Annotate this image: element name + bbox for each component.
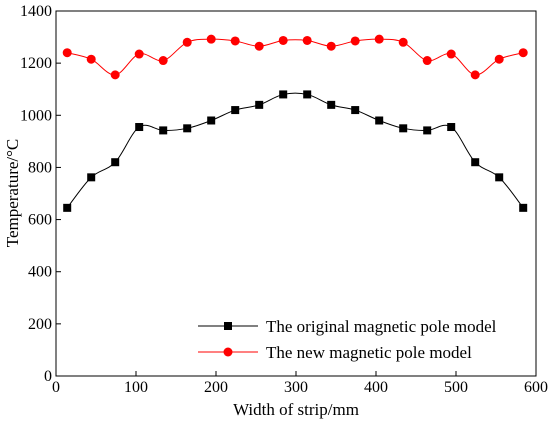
data-point-square xyxy=(471,158,480,167)
data-point-square xyxy=(327,100,336,109)
y-tick-label: 600 xyxy=(28,212,52,229)
data-point-circle xyxy=(470,70,480,80)
data-point-square xyxy=(159,126,168,135)
data-point-circle xyxy=(158,56,168,66)
data-point-square xyxy=(399,124,408,133)
data-point-circle xyxy=(206,34,216,44)
y-tick-label: 1000 xyxy=(20,107,52,124)
data-point-square xyxy=(135,123,144,132)
data-point-square xyxy=(207,116,216,125)
y-tick-label: 800 xyxy=(28,159,52,176)
axis-tick-labels: 0 100 200 300 400 500 600 0 200 400 600 800 1000 1200… xyxy=(20,3,548,396)
y-tick-label: 400 xyxy=(28,264,52,281)
data-point-circle xyxy=(422,56,432,66)
data-point-circle xyxy=(62,48,72,58)
data-point-circle xyxy=(398,37,408,47)
y-tick-label: 200 xyxy=(28,316,52,333)
x-tick-label: 100 xyxy=(124,379,148,396)
legend-label-new: The new magnetic pole model xyxy=(266,343,472,362)
data-point-circle xyxy=(518,48,528,58)
series-1 xyxy=(62,34,528,80)
y-tick-label: 1400 xyxy=(20,3,52,20)
legend: The original magnetic pole model The new… xyxy=(198,317,497,362)
data-point-square xyxy=(111,158,120,167)
data-point-square xyxy=(447,123,456,132)
x-tick-label: 300 xyxy=(284,379,308,396)
data-point-square xyxy=(351,106,360,115)
data-point-square xyxy=(375,116,384,125)
x-axis-title: Width of strip/mm xyxy=(233,400,359,419)
data-point-circle xyxy=(302,35,312,45)
series-0 xyxy=(63,90,528,212)
legend-label-original: The original magnetic pole model xyxy=(266,317,497,336)
data-point-circle xyxy=(326,41,336,51)
data-point-square xyxy=(303,90,312,99)
series-line xyxy=(67,38,524,76)
y-tick-label: 1200 xyxy=(20,55,52,72)
data-point-circle xyxy=(446,49,456,59)
x-tick-label: 400 xyxy=(364,379,388,396)
y-axis-title: Temperature/°C xyxy=(3,139,22,248)
series-line xyxy=(66,92,524,209)
data-point-circle xyxy=(494,54,504,64)
data-point-square xyxy=(279,90,288,99)
legend-marker-new xyxy=(223,347,233,357)
axis-ticks xyxy=(55,10,537,377)
data-point-square xyxy=(63,203,72,212)
data-point-square xyxy=(519,203,528,212)
data-point-square xyxy=(183,124,192,133)
data-point-circle xyxy=(86,54,96,64)
data-point-circle xyxy=(254,41,264,51)
data-point-circle xyxy=(110,70,120,80)
x-tick-label: 0 xyxy=(52,379,60,396)
x-tick-label: 500 xyxy=(444,379,468,396)
data-point-circle xyxy=(134,49,144,59)
legend-marker-original xyxy=(224,322,232,330)
y-tick-label: 0 xyxy=(44,368,52,385)
data-point-circle xyxy=(374,34,384,44)
x-tick-label: 600 xyxy=(524,379,548,396)
series-layer xyxy=(62,34,528,212)
data-point-square xyxy=(87,173,96,182)
x-tick-label: 200 xyxy=(204,379,228,396)
data-point-square xyxy=(255,100,264,109)
data-point-circle xyxy=(278,35,288,45)
data-point-square xyxy=(495,173,504,182)
data-point-circle xyxy=(350,36,360,46)
data-point-circle xyxy=(230,36,240,46)
data-point-square xyxy=(231,106,240,115)
data-point-square xyxy=(423,126,432,135)
data-point-circle xyxy=(182,37,192,47)
